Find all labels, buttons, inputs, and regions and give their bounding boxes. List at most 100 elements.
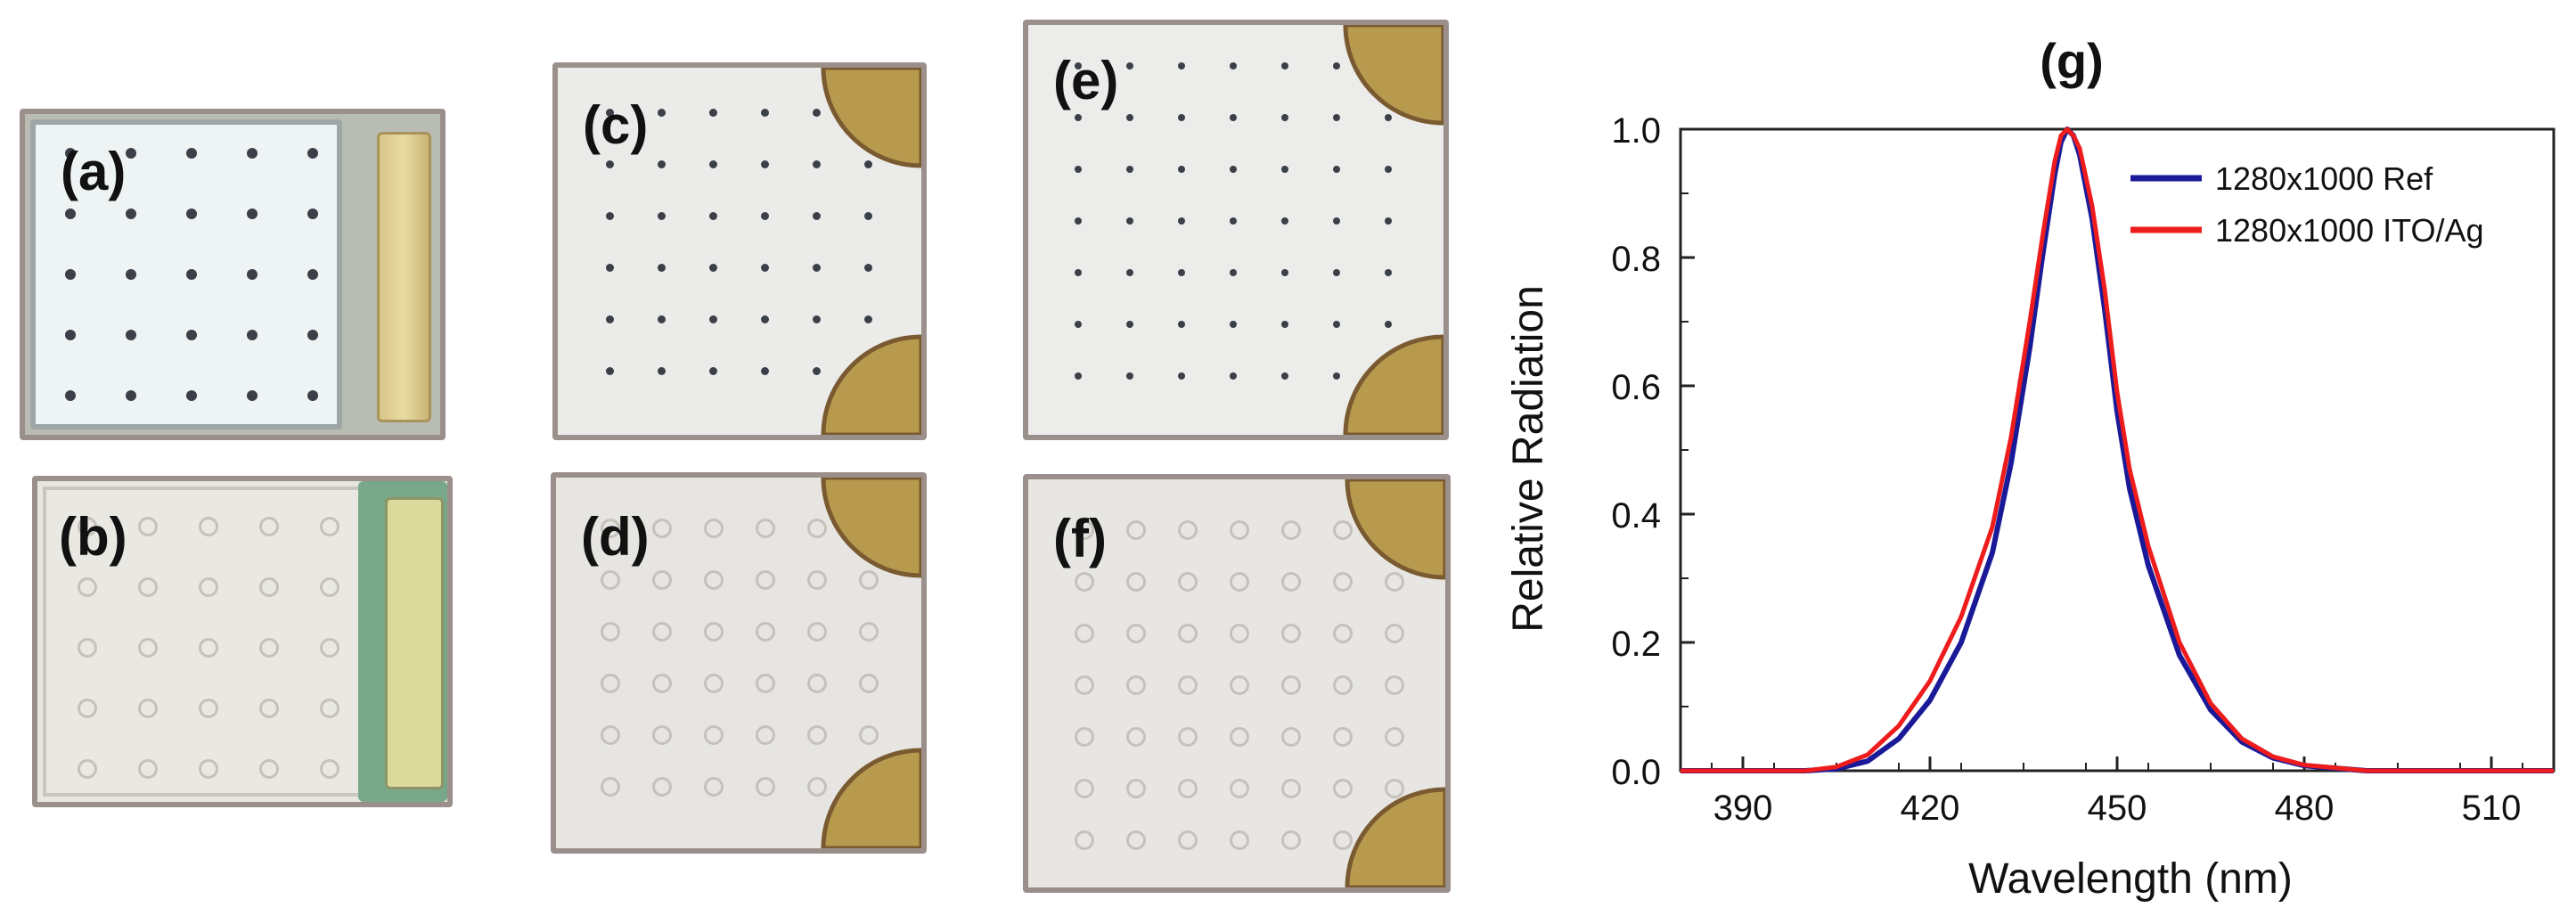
via-dot (807, 777, 827, 797)
corner-pad-c-bottom (814, 328, 921, 435)
x-tick-label: 390 (1713, 789, 1773, 828)
via-dot (186, 148, 197, 159)
via-dot (756, 570, 775, 590)
via-dot (307, 209, 318, 219)
corner-pad-f-top (1338, 479, 1445, 586)
via-dot (601, 777, 620, 797)
via-dot (761, 315, 769, 323)
via-dot (652, 777, 672, 797)
y-axis-ticks: 0.0 0.2 0.4 0.6 0.8 1.0 (1611, 111, 1695, 792)
via-dot (704, 622, 724, 642)
via-dot (1385, 269, 1392, 276)
via-dot (1230, 572, 1249, 592)
via-dot (1075, 166, 1082, 173)
via-dot (186, 209, 197, 219)
panel-label-c: (c) (583, 95, 649, 155)
via-dot (1178, 372, 1185, 380)
via-dot (652, 570, 672, 590)
via-dot (658, 160, 666, 168)
via-dot (1126, 321, 1133, 328)
via-dot (813, 160, 821, 168)
via-dot (1126, 62, 1133, 70)
via-dot (1126, 520, 1146, 540)
via-dot (1281, 520, 1301, 540)
via-dot (1075, 520, 1094, 540)
via-dot (709, 109, 717, 117)
via-dot (1075, 779, 1094, 798)
via-dot (259, 699, 279, 718)
via-dot (1178, 572, 1198, 592)
via-dot (704, 725, 724, 745)
via-dot (65, 269, 76, 280)
via-dot (1333, 62, 1340, 70)
via-dot (601, 674, 620, 693)
via-dot (307, 330, 318, 340)
via-dot (1281, 269, 1288, 276)
series-line-ito-ag (1681, 127, 2554, 773)
via-dot (1178, 62, 1185, 70)
via-dot (1075, 269, 1082, 276)
via-dot (1075, 675, 1094, 695)
via-dot (704, 777, 724, 797)
chip-photo-d: (d) (551, 472, 927, 854)
via-dot (1333, 114, 1340, 121)
via-dot (126, 330, 136, 340)
via-dot (1075, 572, 1094, 592)
via-dot (1126, 675, 1146, 695)
via-dot (1385, 166, 1392, 173)
via-dot (78, 517, 97, 536)
via-dot (761, 264, 769, 272)
via-dot (658, 315, 666, 323)
via-dot (126, 148, 136, 159)
via-dot (1333, 269, 1340, 276)
via-dot (78, 759, 97, 779)
panel-label-d: (d) (581, 507, 650, 567)
via-dot (756, 725, 775, 745)
via-dot (1281, 321, 1288, 328)
via-dot (606, 367, 614, 375)
via-dot (320, 759, 339, 779)
panel-label-b: (b) (59, 507, 127, 567)
y-tick-label: 1.0 (1611, 111, 1661, 151)
via-dot (1126, 727, 1146, 747)
via-dot (138, 759, 158, 779)
via-dot (1385, 727, 1404, 747)
via-dot (186, 269, 197, 280)
chip-photo-e: (e) (1023, 20, 1449, 440)
spectrum-chart: (g) 0.0 0.2 0.4 0.6 0.8 1.0 390 420 450 480 510 1… (1505, 33, 2556, 903)
via-dot (65, 390, 76, 401)
via-dot (658, 367, 666, 375)
via-dot (199, 517, 218, 536)
via-dot (709, 367, 717, 375)
via-dot (704, 674, 724, 693)
y-tick-label: 0.6 (1611, 368, 1661, 407)
via-dot (859, 622, 879, 642)
via-dot (1281, 572, 1301, 592)
via-dot (1333, 624, 1353, 643)
via-dot (1126, 269, 1133, 276)
via-dot (1281, 217, 1288, 225)
via-dot (138, 638, 158, 658)
via-dot (65, 330, 76, 340)
corner-pad-e-top (1337, 25, 1443, 132)
via-dot (307, 269, 318, 280)
via-dot (1178, 166, 1185, 173)
via-dot (1385, 779, 1404, 798)
y-tick-label: 0.8 (1611, 240, 1661, 279)
via-dot (1230, 675, 1249, 695)
via-dot (709, 160, 717, 168)
via-dot (126, 209, 136, 219)
panel-label-e: (e) (1053, 51, 1119, 110)
via-dot (652, 519, 672, 538)
via-dot (1333, 166, 1340, 173)
via-dot (704, 519, 724, 538)
via-dot (1281, 727, 1301, 747)
via-dot (1281, 372, 1288, 380)
via-dot (606, 160, 614, 168)
chip-photo-f: (f) (1023, 474, 1451, 893)
y-tick-label: 0.2 (1611, 625, 1661, 664)
via-dot (199, 577, 218, 597)
x-axis-label: Wavelength (nm) (1968, 855, 2293, 903)
via-dot (864, 160, 872, 168)
via-dot (813, 109, 821, 117)
